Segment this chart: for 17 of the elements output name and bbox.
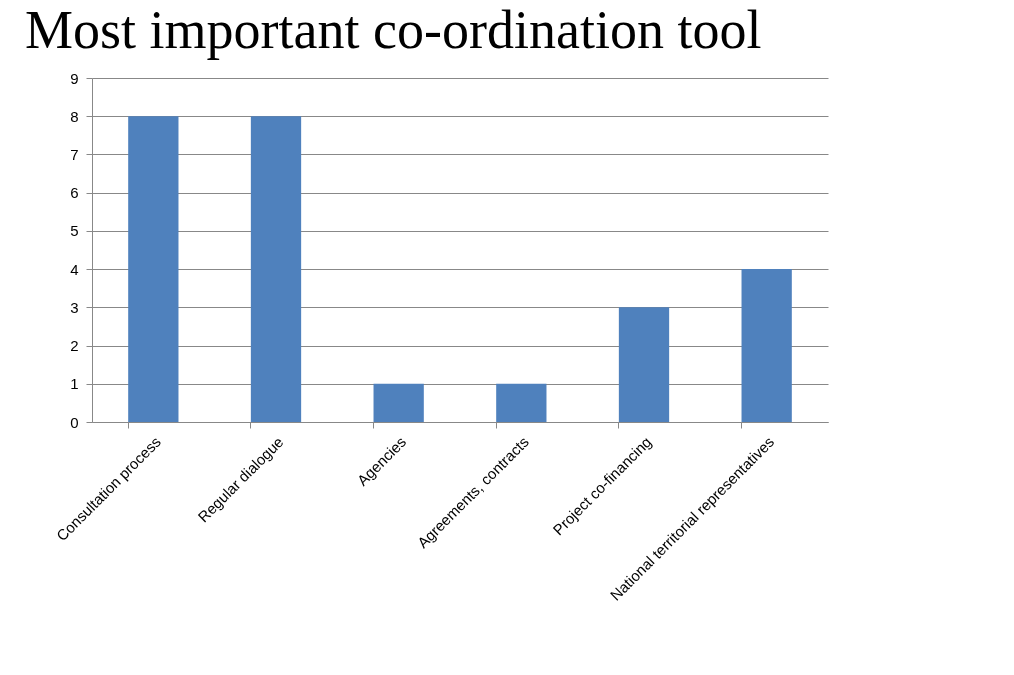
y-tick-label: 2 [70, 337, 79, 355]
y-tick-label: 8 [70, 107, 79, 125]
chart-title: Most important co-ordination tool [25, 0, 762, 60]
bar [128, 116, 179, 422]
y-tick-label: 6 [70, 184, 79, 202]
bar [618, 307, 670, 422]
bar [373, 383, 424, 422]
bar [250, 116, 302, 422]
y-tick-label: 0 [70, 413, 79, 431]
y-tick-label: 1 [70, 375, 79, 393]
y-tick-label: 3 [70, 298, 79, 316]
bar [741, 269, 792, 422]
y-tick-label: 5 [70, 222, 79, 240]
y-tick-label: 4 [70, 260, 79, 278]
y-tick-label: 9 [70, 69, 79, 87]
bar [496, 383, 547, 422]
y-tick-label: 7 [70, 145, 79, 163]
